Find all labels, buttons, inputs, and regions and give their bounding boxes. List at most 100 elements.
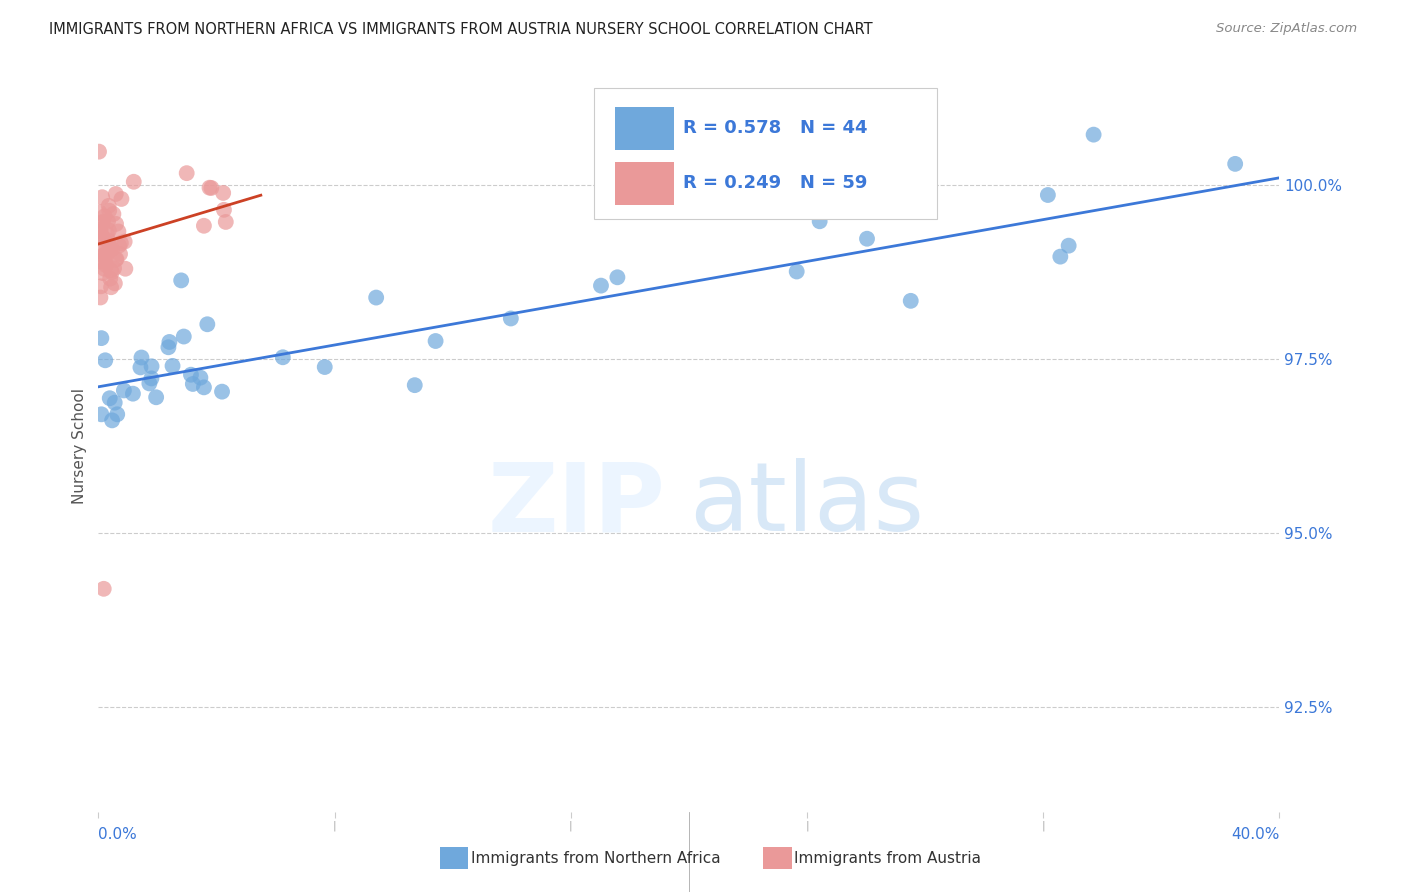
Point (211, 384, 233, 399)
Point (129, 360, 152, 375)
Point (879, 145, 901, 160)
Point (97, 199, 120, 213)
Point (1036, 188, 1059, 202)
Point (104, 395, 127, 409)
Point (105, 407, 128, 421)
Text: ZIP: ZIP (488, 458, 665, 551)
Point (122, 175, 145, 189)
Text: atlas: atlas (689, 458, 924, 551)
Point (215, 215, 238, 229)
Point (90, 230, 112, 244)
Text: 40.0%: 40.0% (1232, 827, 1279, 841)
Point (97, 233, 120, 247)
Point (114, 261, 136, 276)
Text: |: | (1042, 821, 1045, 831)
Point (112, 384, 135, 398)
Text: R = 0.249   N = 59: R = 0.249 N = 59 (683, 174, 868, 192)
Point (93, 232, 115, 246)
Point (212, 202, 235, 217)
Point (193, 219, 215, 233)
Point (425, 334, 447, 348)
Point (89, 254, 111, 268)
Point (105, 252, 128, 267)
Point (173, 329, 195, 343)
FancyBboxPatch shape (595, 87, 936, 219)
Point (96, 258, 118, 272)
Point (180, 368, 202, 382)
Text: 0.0%: 0.0% (98, 827, 138, 841)
Point (87, 145, 110, 159)
Point (105, 217, 128, 231)
Point (170, 273, 193, 287)
Text: Immigrants from Northern Africa: Immigrants from Northern Africa (471, 851, 721, 865)
Point (122, 386, 145, 401)
Point (589, 278, 612, 293)
Point (108, 247, 131, 261)
Point (98, 271, 121, 285)
Point (110, 235, 132, 250)
Point (100, 280, 122, 294)
Point (1223, 157, 1246, 171)
Point (89, 205, 111, 219)
Point (94, 246, 117, 260)
Point (1049, 250, 1071, 264)
Point (104, 186, 127, 201)
Point (181, 376, 204, 391)
Point (98, 391, 121, 405)
Point (131, 351, 153, 365)
Point (100, 263, 122, 277)
Point (93, 261, 115, 276)
Point (93, 582, 115, 596)
Point (786, 264, 808, 278)
Point (104, 277, 127, 291)
Point (101, 413, 124, 427)
Point (91, 215, 114, 229)
FancyBboxPatch shape (614, 107, 673, 150)
Point (89, 223, 111, 237)
Text: R = 0.578   N = 44: R = 0.578 N = 44 (683, 119, 868, 136)
Point (103, 261, 125, 276)
Point (93, 209, 115, 223)
Point (91, 244, 114, 259)
Text: |: | (569, 821, 572, 831)
Point (96, 249, 118, 263)
Point (1083, 128, 1105, 142)
Point (190, 370, 212, 384)
Point (114, 235, 136, 249)
Point (90, 279, 112, 293)
Point (404, 378, 426, 392)
Point (856, 232, 879, 246)
Point (499, 311, 522, 326)
Point (193, 380, 215, 394)
Point (141, 359, 163, 374)
Point (98, 241, 121, 255)
Point (89, 291, 111, 305)
Point (110, 192, 132, 206)
Point (94, 353, 117, 368)
Point (101, 242, 124, 256)
Point (98, 203, 121, 218)
Text: |: | (806, 821, 808, 831)
Point (90, 253, 112, 268)
FancyBboxPatch shape (614, 162, 673, 204)
Point (162, 359, 184, 373)
Point (1057, 238, 1080, 252)
Point (96, 246, 118, 260)
Text: Immigrants from Austria: Immigrants from Austria (794, 851, 981, 865)
Point (101, 265, 124, 279)
Point (91, 229, 114, 244)
Point (157, 334, 180, 349)
Y-axis label: Nursery School: Nursery School (72, 388, 87, 504)
Text: |: | (333, 821, 336, 831)
Point (176, 166, 198, 180)
Point (90, 407, 112, 421)
Point (108, 238, 131, 252)
Point (97, 214, 120, 228)
Point (104, 252, 127, 267)
Point (200, 181, 222, 195)
Point (96, 243, 118, 257)
Point (90, 224, 112, 238)
Point (808, 214, 831, 228)
Point (103, 207, 125, 221)
Point (91, 216, 114, 230)
